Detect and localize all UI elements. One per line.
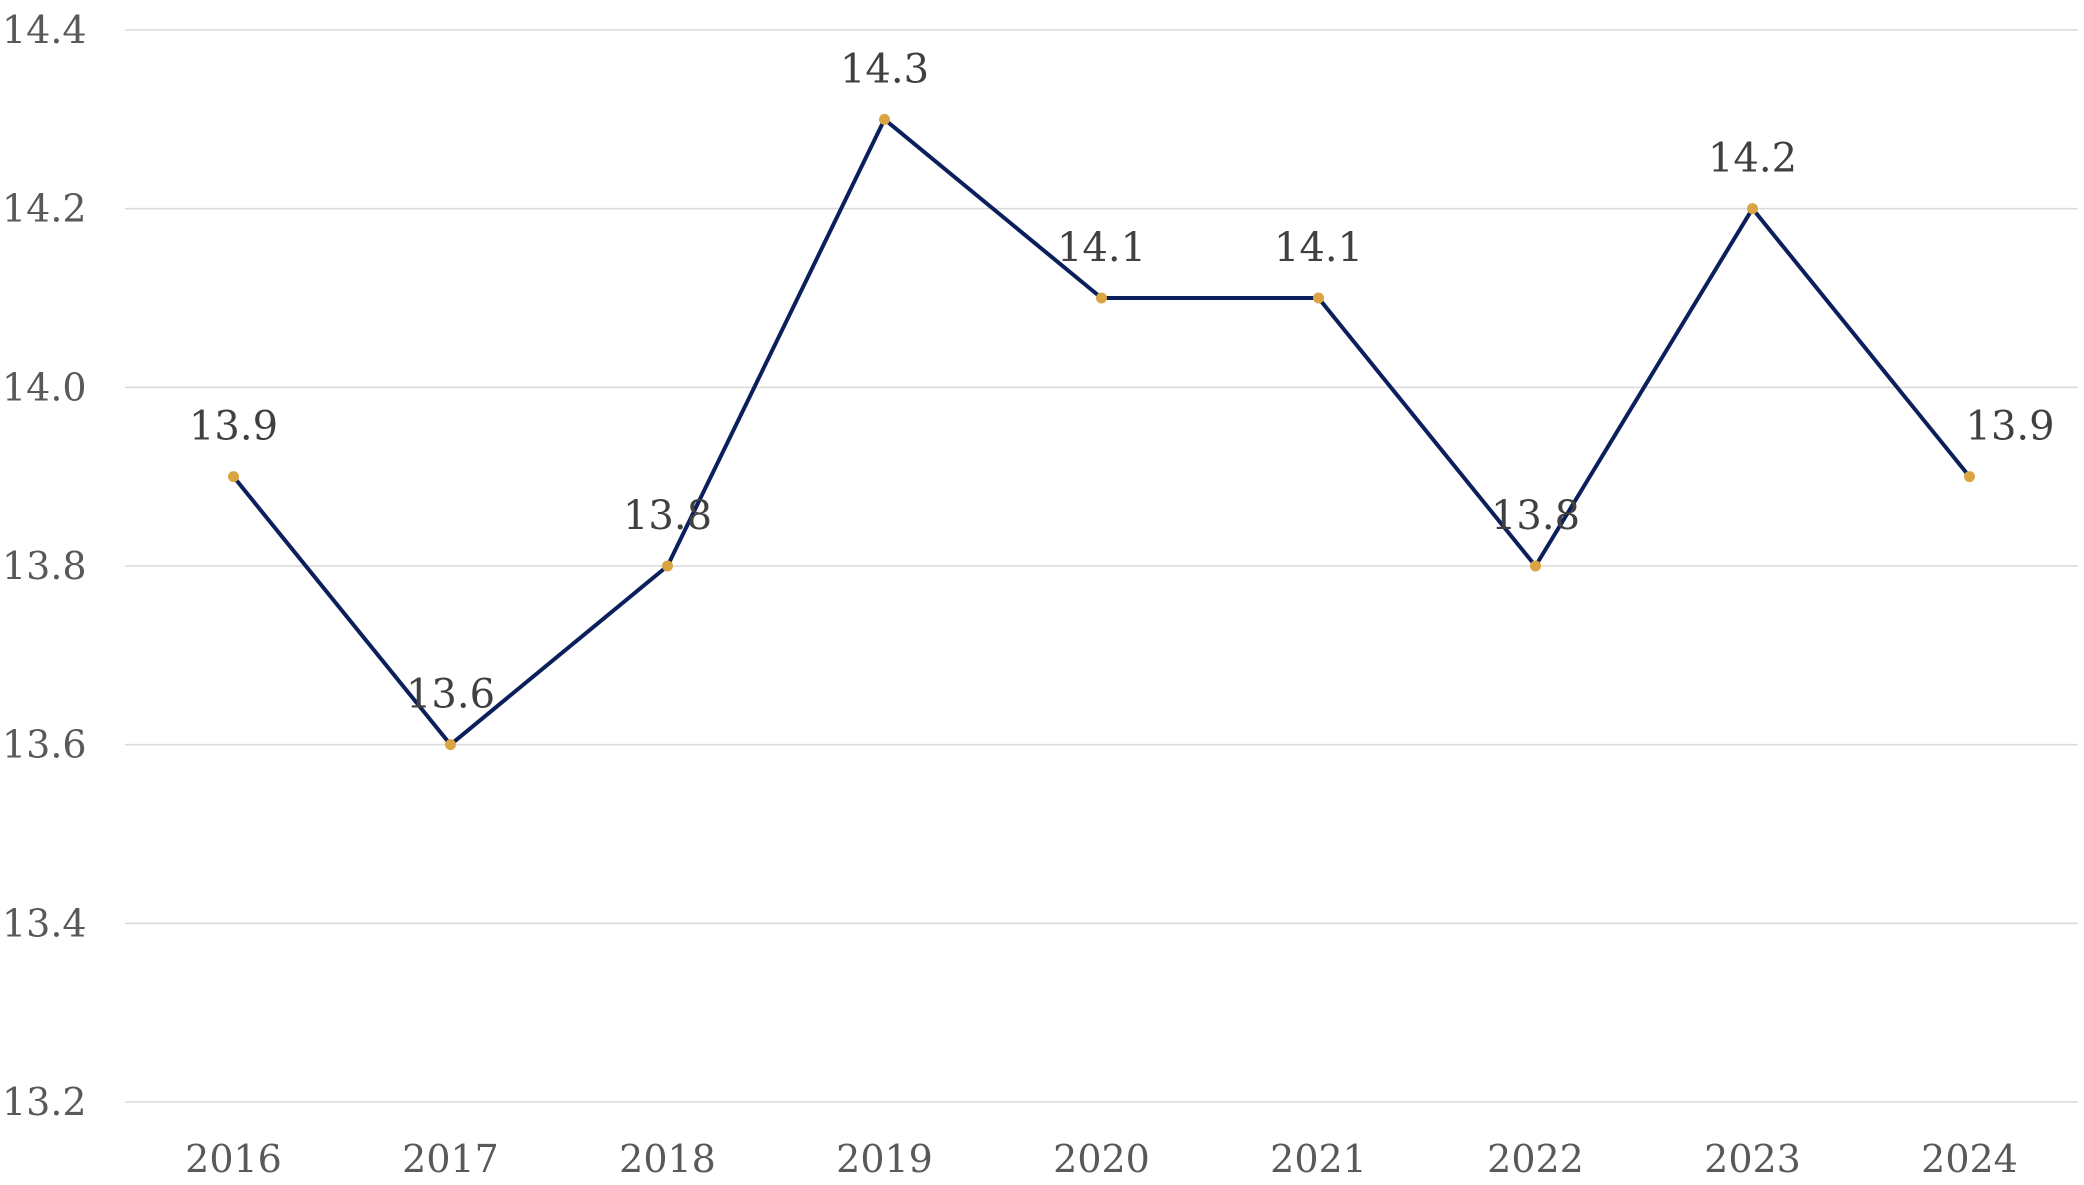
x-tick-label: 2016 <box>185 1137 282 1181</box>
y-tick-label: 13.6 <box>2 723 87 767</box>
data-point-marker <box>1313 292 1324 304</box>
x-tick-label: 2017 <box>402 1137 499 1181</box>
series-line <box>231 117 1972 747</box>
y-tick-label: 14.0 <box>2 365 87 409</box>
data-label: 13.9 <box>1966 404 2055 450</box>
x-tick-label: 2018 <box>619 1137 716 1181</box>
data-point-marker <box>1530 560 1541 572</box>
y-tick-label: 13.4 <box>2 901 87 945</box>
data-label: 14.1 <box>1274 225 1363 271</box>
x-tick-label: 2019 <box>836 1137 933 1181</box>
y-tick-label: 14.2 <box>2 187 87 231</box>
data-label: 13.9 <box>189 404 278 450</box>
y-axis-tick-labels: 13.2 13.4 13.6 13.8 14.0 14.2 14.4 <box>2 8 87 1124</box>
data-label: 14.3 <box>840 46 929 92</box>
data-point-marker <box>879 113 890 125</box>
x-tick-label: 2023 <box>1704 1137 1801 1181</box>
data-point-marker <box>1747 203 1758 215</box>
data-label: 13.8 <box>1491 493 1580 539</box>
x-tick-label: 2020 <box>1053 1137 1150 1181</box>
data-point-marker <box>445 739 456 751</box>
series-line-group <box>231 117 1972 747</box>
x-axis-tick-labels: 2016 2017 2018 2019 2020 2021 2022 2023 2024 <box>185 1137 2018 1181</box>
x-tick-label: 2022 <box>1487 1137 1584 1181</box>
data-label: 14.1 <box>1057 225 1146 271</box>
data-labels: 13.9 13.6 13.8 14.3 14.1 14.1 13.8 14.2 13.9 <box>189 46 2055 717</box>
y-tick-label: 13.2 <box>2 1080 87 1124</box>
data-point-marker <box>1096 292 1107 304</box>
x-tick-label: 2021 <box>1270 1137 1367 1181</box>
data-points <box>228 113 1975 751</box>
y-tick-label: 14.4 <box>2 8 87 52</box>
data-point-marker <box>1964 471 1975 483</box>
data-point-marker <box>662 560 673 572</box>
data-label: 13.6 <box>406 672 495 718</box>
data-label: 13.8 <box>623 493 712 539</box>
data-point-marker <box>228 471 239 483</box>
gridlines <box>125 29 2078 1103</box>
x-tick-label: 2024 <box>1921 1137 2018 1181</box>
y-tick-label: 13.8 <box>2 544 87 588</box>
data-label: 14.2 <box>1708 136 1797 182</box>
